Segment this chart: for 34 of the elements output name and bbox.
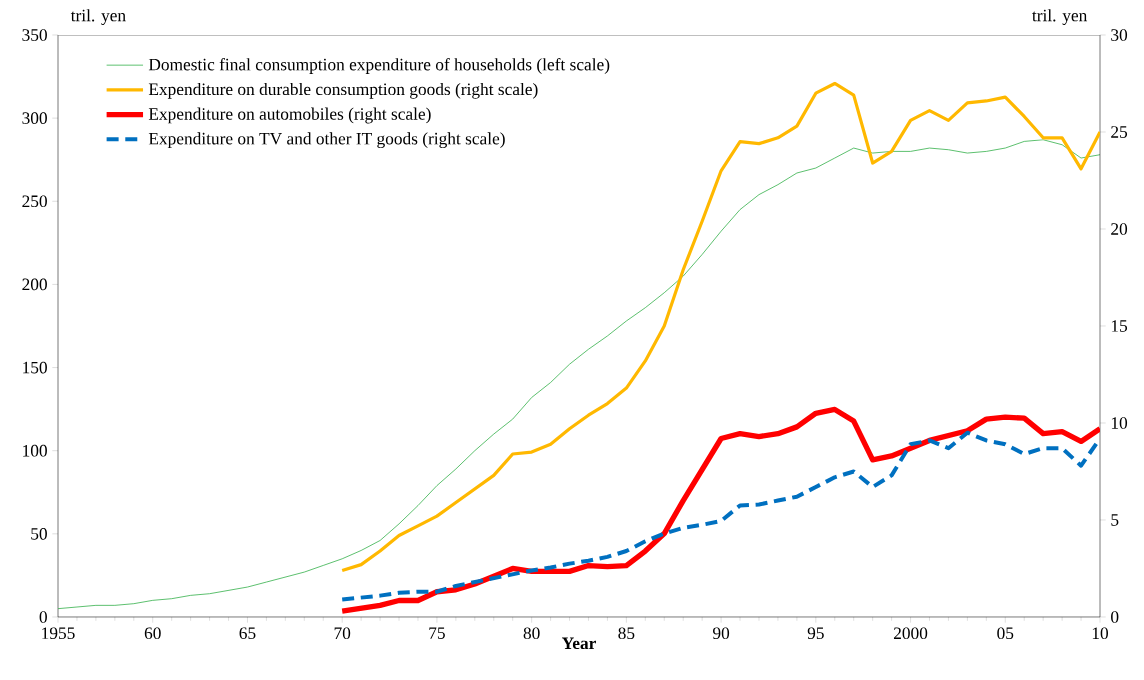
x-tick-label: 85 [618, 627, 635, 640]
legend-label: Expenditure on TV and other IT goods (right scale) [148, 132, 505, 149]
legend-label: Domestic final consumption expenditure of households (left scale) [148, 58, 610, 74]
y2-tick-label: 10 [1111, 417, 1128, 429]
legend-label: Expenditure on automobiles (right scale) [148, 107, 431, 124]
y2-tick-label: 30 [1111, 29, 1128, 41]
x-tick-label: 80 [523, 627, 540, 640]
y-tick-label: 200 [22, 278, 47, 291]
y-tick-label: 50 [31, 528, 47, 540]
x-tick-label: 1955 [42, 627, 75, 640]
x-tick-label: 05 [997, 627, 1014, 640]
x-tick-label: 70 [334, 627, 351, 640]
y2-tick-label: 25 [1111, 126, 1128, 138]
x-axis-title: Year [562, 637, 596, 650]
x-tick-label: 65 [239, 627, 256, 640]
y2-axis-title: tril. yen [1032, 9, 1088, 25]
y2-tick-label: 5 [1111, 514, 1119, 526]
y2-tick-label: 15 [1111, 320, 1128, 332]
legend-label: Expenditure on durable consumption goods (right scale) [148, 82, 538, 99]
x-tick-label: 95 [807, 627, 824, 640]
y-tick-label: 100 [23, 444, 47, 457]
y-tick-label: 150 [23, 361, 47, 374]
y-tick-label: 300 [22, 112, 47, 124]
x-tick-label: 75 [429, 627, 445, 639]
y2-tick-label: 0 [1111, 611, 1119, 623]
x-tick-label: 60 [144, 627, 161, 640]
x-tick-label: 10 [1092, 627, 1109, 640]
y-tick-label: 350 [22, 29, 47, 41]
y2-tick-label: 20 [1111, 223, 1128, 235]
y-tick-label: 250 [22, 195, 47, 208]
x-tick-label: 2000 [893, 627, 928, 640]
y-tick-label: 0 [39, 611, 47, 623]
y-axis-title: tril. yen [70, 9, 126, 25]
x-tick-label: 90 [713, 627, 730, 640]
